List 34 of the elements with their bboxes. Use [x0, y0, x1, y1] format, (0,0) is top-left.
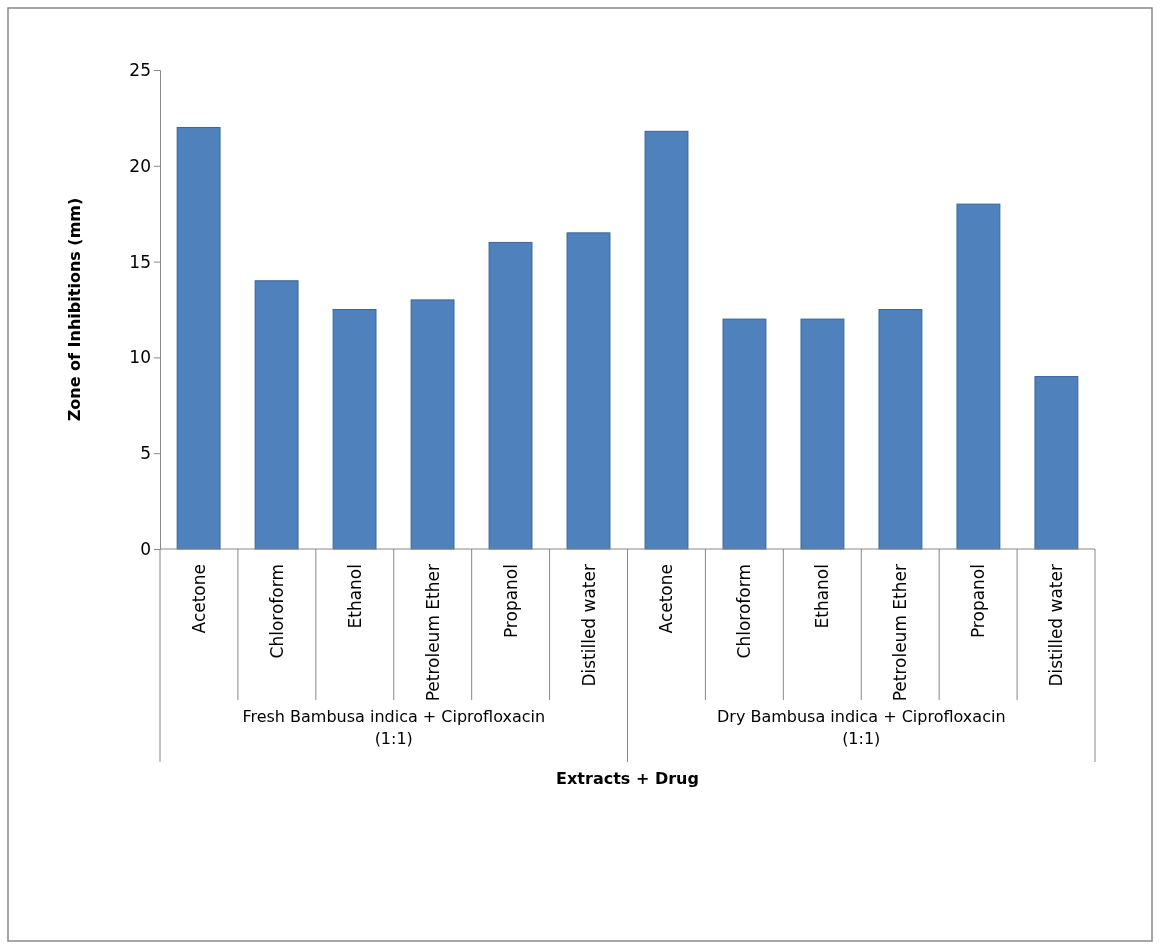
- text: Dry Bambusa indica + Ciprofloxacin (1:1): [716, 707, 1006, 748]
- bar: [644, 130, 689, 550]
- y-tick-label: 20: [129, 155, 151, 176]
- y-tick-label: 0: [140, 538, 151, 559]
- y-tick-label: 25: [129, 59, 151, 80]
- x-tick-label: Petroleum Ether: [890, 564, 911, 702]
- y-tick-label: 5: [140, 443, 151, 464]
- bar: [722, 318, 767, 550]
- y-tick-label: 10: [129, 347, 151, 368]
- y-tick-label: 15: [129, 251, 151, 272]
- x-tick-label: Acetone: [188, 564, 209, 634]
- x-tick-label: Chloroform: [734, 564, 755, 659]
- bar: [176, 126, 221, 550]
- bar: [956, 203, 1001, 550]
- bar: [332, 309, 377, 550]
- x-tick-label: Acetone: [656, 564, 677, 634]
- bar: [410, 299, 455, 550]
- bar: [488, 241, 533, 550]
- text: Fresh Bambusa indica + Ciprofloxacin (1:1): [242, 707, 546, 748]
- bar: [1034, 376, 1079, 550]
- x-tick-label: Ethanol: [344, 564, 365, 629]
- bar: [254, 280, 299, 550]
- x-tick-label: Ethanol: [812, 564, 833, 629]
- y-axis-title: Zone of Inhibitions (mm): [65, 197, 84, 422]
- x-tick-label: Chloroform: [266, 564, 287, 659]
- bar: [566, 232, 611, 550]
- bar: [800, 318, 845, 550]
- x-tick-label: Propanol: [968, 564, 989, 639]
- x-tick-label: Propanol: [500, 564, 521, 639]
- bar: [878, 309, 923, 550]
- x-tick-label: Distilled water: [1046, 564, 1067, 687]
- x-tick-label: Petroleum Ether: [422, 564, 443, 702]
- x-axis-title: Extracts + Drug: [556, 769, 699, 788]
- x-tick-label: Distilled water: [578, 564, 599, 687]
